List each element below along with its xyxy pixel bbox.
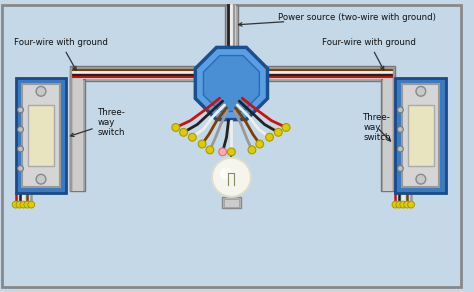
Circle shape (16, 201, 23, 208)
Circle shape (282, 124, 290, 131)
Circle shape (397, 146, 403, 152)
Circle shape (189, 133, 196, 141)
Text: Three-
way
switch: Three- way switch (363, 112, 391, 142)
Polygon shape (195, 47, 267, 120)
Bar (70, 66, 229, 81)
Bar (226, 185, 237, 197)
Circle shape (397, 166, 403, 171)
Circle shape (274, 128, 282, 136)
Bar (72, 69, 228, 79)
Circle shape (172, 124, 180, 131)
Circle shape (265, 133, 273, 141)
Circle shape (397, 126, 403, 132)
Circle shape (404, 201, 410, 208)
Circle shape (248, 146, 256, 154)
Bar (383, 79, 393, 191)
Bar (227, 5, 237, 66)
Circle shape (396, 201, 403, 208)
Bar (72, 79, 83, 191)
Bar (16, 78, 66, 193)
Circle shape (18, 166, 23, 171)
Polygon shape (203, 55, 259, 112)
Circle shape (36, 174, 46, 184)
Bar (408, 105, 434, 166)
Bar (225, 5, 238, 66)
Circle shape (198, 140, 206, 148)
Circle shape (397, 107, 403, 113)
Bar (28, 105, 54, 166)
Circle shape (416, 174, 426, 184)
Bar (233, 69, 393, 79)
Circle shape (408, 201, 414, 208)
Circle shape (416, 86, 426, 96)
Circle shape (220, 168, 231, 179)
Circle shape (12, 201, 19, 208)
Bar (231, 66, 395, 81)
Text: Three-
way
switch: Three- way switch (70, 108, 126, 138)
Bar (224, 199, 239, 206)
Bar (70, 79, 85, 191)
Bar (381, 79, 395, 191)
Circle shape (219, 148, 227, 156)
Circle shape (24, 201, 31, 208)
Circle shape (228, 148, 235, 156)
Text: Power source (two-wire with ground): Power source (two-wire with ground) (238, 13, 436, 26)
Bar (22, 84, 60, 187)
Circle shape (400, 201, 407, 208)
Bar (222, 197, 241, 208)
Circle shape (18, 107, 23, 113)
Bar (70, 79, 85, 191)
Circle shape (392, 201, 399, 208)
Circle shape (180, 128, 188, 136)
Circle shape (206, 146, 214, 154)
Circle shape (18, 146, 23, 152)
Circle shape (28, 201, 35, 208)
Bar (402, 84, 439, 187)
Circle shape (18, 126, 23, 132)
Text: Four-wire with ground: Four-wire with ground (14, 38, 108, 70)
Bar (395, 78, 446, 193)
Circle shape (256, 140, 264, 148)
Circle shape (36, 86, 46, 96)
Circle shape (212, 158, 251, 197)
Text: Four-wire with ground: Four-wire with ground (322, 38, 416, 70)
Circle shape (20, 201, 27, 208)
